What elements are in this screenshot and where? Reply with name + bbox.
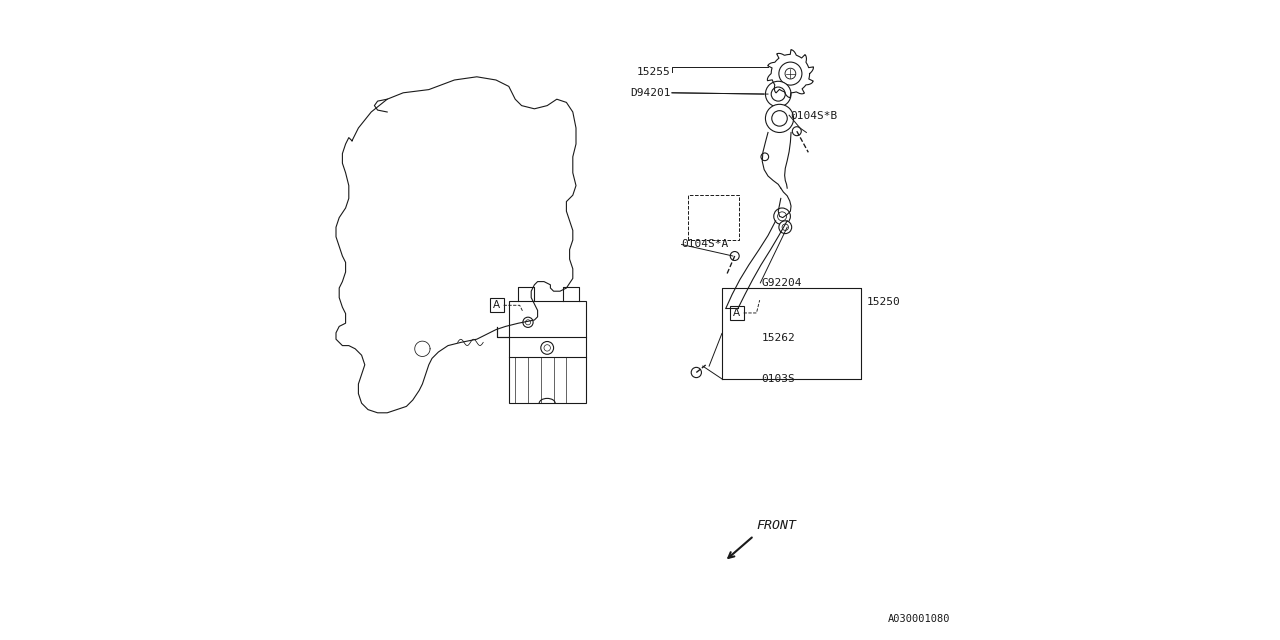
Text: 15262: 15262: [762, 333, 795, 343]
Circle shape: [792, 127, 801, 136]
Text: FRONT: FRONT: [756, 520, 796, 532]
Text: A: A: [733, 308, 740, 318]
Bar: [508, 301, 585, 403]
Circle shape: [773, 208, 791, 225]
Text: A: A: [493, 300, 500, 310]
Circle shape: [765, 104, 794, 132]
Circle shape: [541, 342, 554, 355]
Circle shape: [526, 320, 530, 325]
Circle shape: [785, 68, 796, 79]
Text: 15255: 15255: [637, 67, 671, 77]
Text: 15250: 15250: [868, 297, 901, 307]
Text: G92204: G92204: [762, 278, 803, 288]
Circle shape: [760, 153, 768, 161]
Circle shape: [777, 212, 786, 221]
Text: 0104S*B: 0104S*B: [791, 111, 837, 122]
Circle shape: [765, 81, 791, 107]
Text: 0104S*A: 0104S*A: [681, 239, 728, 250]
Circle shape: [772, 111, 787, 126]
Text: 0103S: 0103S: [762, 374, 795, 384]
Bar: [730, 306, 744, 320]
Text: D94201: D94201: [630, 88, 671, 98]
Circle shape: [691, 367, 701, 378]
Text: A030001080: A030001080: [888, 614, 950, 624]
Circle shape: [730, 252, 740, 260]
Circle shape: [544, 345, 550, 351]
Circle shape: [778, 62, 801, 85]
Circle shape: [778, 221, 791, 234]
Bar: [490, 298, 504, 312]
Circle shape: [782, 224, 788, 230]
Circle shape: [524, 317, 534, 328]
Circle shape: [771, 87, 786, 101]
